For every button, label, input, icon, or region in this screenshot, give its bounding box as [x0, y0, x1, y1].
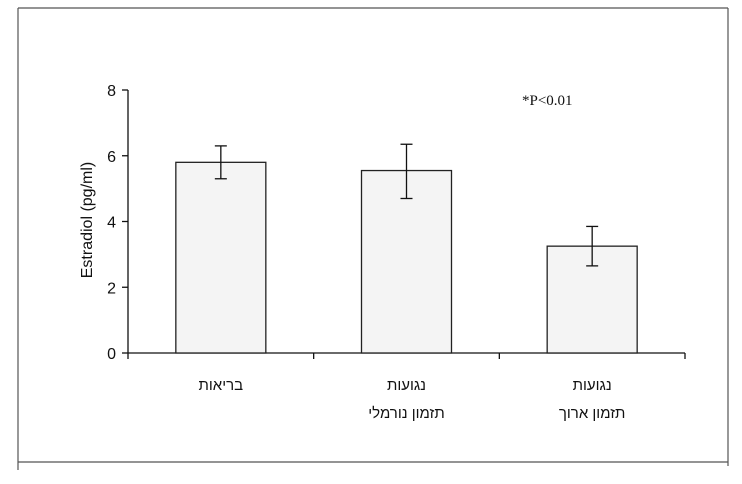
y-tick-label: 8 — [107, 83, 116, 100]
significance-annotation: *P<0.01 — [522, 93, 573, 109]
y-tick-label: 0 — [107, 346, 116, 363]
category-label-line2: תזמון נורמלי — [368, 405, 444, 422]
category-label: נגועות — [387, 377, 426, 394]
category-label-line2: תזמון ארוך — [559, 405, 626, 422]
figure-border — [17, 7, 729, 470]
y-axis-label: Estradiol (pg/ml) — [79, 162, 96, 278]
bar — [175, 161, 267, 354]
bar — [360, 169, 453, 354]
category-label: בריאות — [199, 377, 244, 394]
y-tick-label: 4 — [107, 215, 116, 232]
y-tick-label: 6 — [107, 149, 116, 166]
y-tick-label: 2 — [107, 280, 116, 297]
category-label: נגועות — [573, 377, 612, 394]
